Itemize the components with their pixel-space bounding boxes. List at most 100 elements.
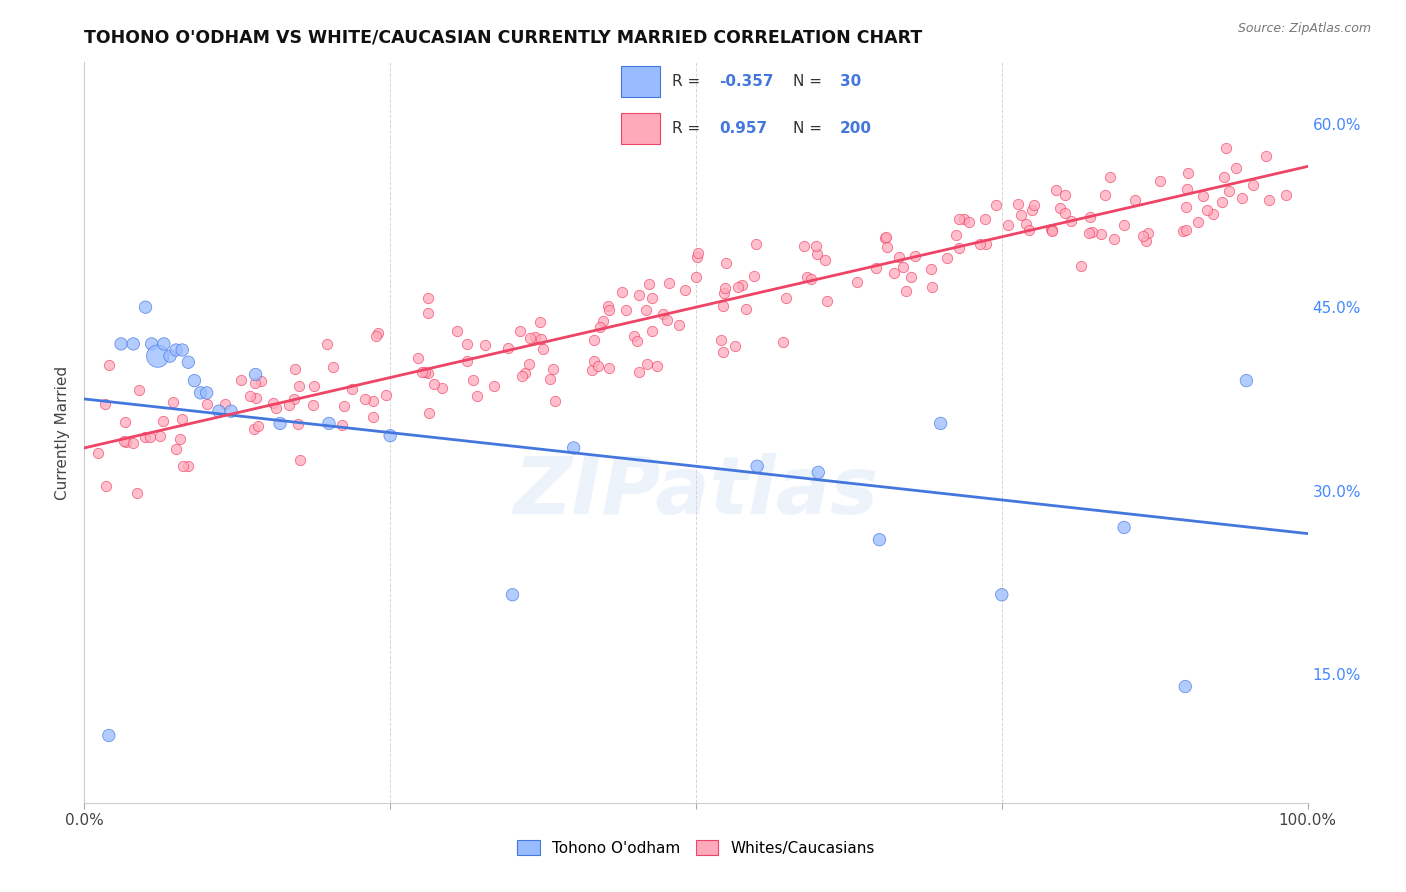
Point (1175, 223, 1198, 237)
Point (1060, 214, 1083, 228)
FancyBboxPatch shape (620, 113, 659, 144)
Point (610, 285, 633, 299)
Point (636, 303, 658, 318)
Point (887, 251, 910, 265)
Point (288, 378, 311, 392)
Point (713, 285, 735, 300)
Point (423, 376, 446, 391)
Point (640, 291, 662, 305)
Point (316, 337, 339, 351)
Point (502, 588, 524, 602)
Legend: Tohono O'odham, Whites/Caucasians: Tohono O'odham, Whites/Caucasians (510, 834, 882, 862)
Point (141, 337, 163, 351)
Point (245, 368, 267, 382)
Point (1254, 148, 1277, 162)
Point (727, 280, 749, 294)
Point (959, 215, 981, 229)
Point (114, 416, 136, 430)
Point (1053, 206, 1076, 220)
Point (153, 337, 176, 351)
Point (411, 365, 433, 379)
Point (1218, 184, 1240, 198)
Point (1007, 197, 1029, 211)
Point (920, 261, 942, 276)
Point (627, 287, 650, 301)
Point (846, 275, 869, 289)
Point (416, 291, 439, 305)
Point (115, 434, 138, 449)
Point (628, 365, 651, 379)
Point (284, 361, 307, 376)
Text: -0.357: -0.357 (718, 74, 773, 88)
Point (172, 458, 194, 473)
Point (98, 358, 121, 372)
Point (1136, 226, 1159, 240)
Point (1094, 187, 1116, 202)
Point (165, 442, 187, 456)
Point (519, 331, 541, 345)
Point (742, 268, 765, 283)
Point (330, 418, 353, 433)
Point (541, 362, 564, 376)
FancyBboxPatch shape (620, 66, 659, 96)
Point (430, 381, 453, 395)
Point (195, 385, 218, 400)
Point (322, 359, 344, 374)
Point (408, 351, 430, 366)
Point (482, 379, 505, 393)
Point (1202, 206, 1225, 220)
Point (744, 237, 766, 252)
Point (875, 230, 897, 244)
Point (800, 272, 823, 286)
Point (277, 398, 299, 412)
Point (596, 299, 619, 313)
Point (921, 279, 943, 293)
Point (582, 354, 605, 368)
Text: R =: R = (672, 121, 710, 136)
Point (110, 337, 132, 351)
Point (997, 218, 1019, 232)
Point (264, 401, 287, 415)
Point (626, 334, 648, 348)
Point (1040, 224, 1063, 238)
Point (1258, 194, 1281, 208)
Point (538, 372, 561, 386)
Point (714, 256, 737, 270)
Point (134, 430, 156, 444)
Text: N =: N = (793, 74, 827, 88)
Point (713, 298, 735, 312)
Point (239, 389, 262, 403)
Point (891, 260, 914, 274)
Point (772, 335, 794, 350)
Point (1215, 141, 1237, 155)
Point (731, 278, 754, 293)
Point (380, 428, 402, 442)
Point (876, 240, 898, 254)
Point (302, 398, 325, 412)
Point (302, 379, 325, 393)
Text: N =: N = (793, 121, 827, 136)
Point (510, 368, 533, 383)
Point (1081, 226, 1104, 240)
Point (287, 417, 309, 432)
Point (936, 251, 959, 265)
Point (1211, 194, 1233, 209)
Point (152, 415, 174, 429)
Point (873, 231, 896, 245)
Point (172, 412, 194, 426)
Point (1053, 187, 1076, 202)
Point (1177, 166, 1199, 180)
Point (586, 359, 609, 373)
Point (724, 339, 747, 353)
Point (637, 277, 659, 291)
Point (128, 383, 150, 397)
Point (804, 239, 827, 253)
Point (582, 333, 605, 347)
Point (367, 326, 389, 341)
Point (655, 313, 678, 327)
Point (139, 430, 162, 444)
Point (418, 406, 440, 420)
Point (177, 355, 200, 369)
Point (416, 367, 439, 381)
Point (1225, 161, 1247, 175)
